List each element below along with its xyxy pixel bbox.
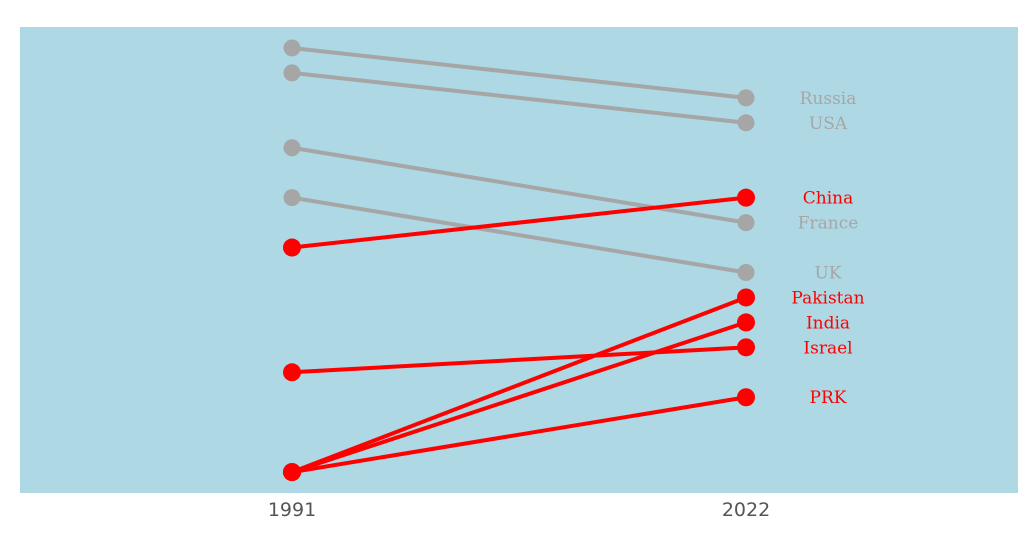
point-israel-1991 xyxy=(283,363,301,382)
series-labels: Russia USA France UK China Pakistan India Israe… xyxy=(791,89,864,408)
point-france-1991 xyxy=(283,139,301,157)
x-tick-label-2022: 2022 xyxy=(722,499,770,521)
x-tick-label-1991: 1991 xyxy=(268,499,316,521)
point-china-1991 xyxy=(283,238,301,257)
series-label-france: France xyxy=(798,214,859,234)
series-label-prk: PRK xyxy=(810,388,847,408)
series-lines xyxy=(290,45,748,475)
series-line-uk xyxy=(290,195,748,275)
point-uk-2022 xyxy=(737,264,755,281)
point-russia-2022 xyxy=(737,89,755,107)
series-line-prk xyxy=(290,395,748,475)
series-line-france xyxy=(290,145,748,225)
point-china-2022 xyxy=(737,188,755,207)
series-line-russia xyxy=(290,45,748,100)
series-line-pakistan xyxy=(290,295,748,475)
point-prk-1991 xyxy=(283,463,301,482)
series-label-russia: Russia xyxy=(800,89,857,109)
series-line-israel xyxy=(290,345,748,375)
series-label-israel: Israel xyxy=(803,338,852,358)
x-axis: 1991 2022 xyxy=(268,499,770,521)
plot-background xyxy=(20,27,1018,493)
series-line-china xyxy=(290,195,748,250)
point-prk-2022 xyxy=(737,388,755,407)
series-label-uk: UK xyxy=(814,263,841,283)
series-label-china: China xyxy=(803,189,853,209)
point-russia-1991 xyxy=(283,39,301,57)
point-india-2022 xyxy=(737,313,755,332)
point-uk-1991 xyxy=(283,189,301,207)
point-france-2022 xyxy=(737,214,755,232)
series-points xyxy=(283,39,755,482)
point-pakistan-2022 xyxy=(737,288,755,307)
series-label-india: India xyxy=(806,313,850,333)
series-line-usa xyxy=(290,70,748,125)
series-label-pakistan: Pakistan xyxy=(791,288,864,308)
point-usa-1991 xyxy=(283,64,301,82)
point-israel-2022 xyxy=(737,338,755,357)
series-line-india xyxy=(290,320,748,475)
series-label-usa: USA xyxy=(809,114,848,134)
point-usa-2022 xyxy=(737,114,755,132)
